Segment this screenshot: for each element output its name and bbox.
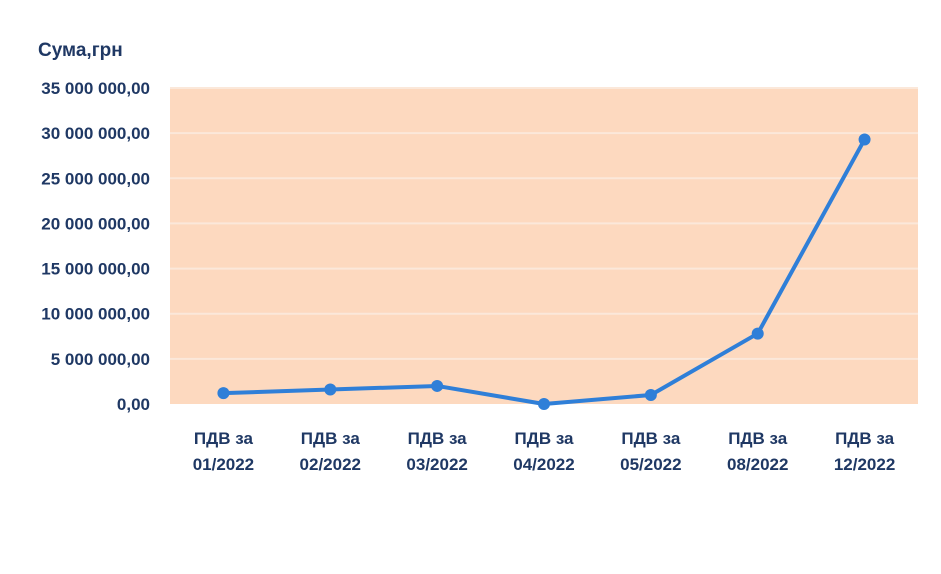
y-tick-label: 35 000 000,00 xyxy=(41,79,150,98)
x-tick-label: ПДВ за 05/2022 xyxy=(620,429,681,474)
y-axis-tick-labels: 0,00 5 000 000,00 10 000 000,00 15 000 000,… xyxy=(41,79,150,414)
data-point xyxy=(324,383,337,396)
data-point xyxy=(217,387,230,400)
x-axis-tick-labels: ПДВ за 01/2022 ПДВ за 02/2022 ПДВ за 03/2022 П… xyxy=(193,429,896,474)
y-tick-label: 10 000 000,00 xyxy=(41,305,150,324)
y-tick-label: 15 000 000,00 xyxy=(41,260,150,279)
data-point xyxy=(751,327,764,340)
plot-area xyxy=(170,88,918,404)
y-tick-label: 20 000 000,00 xyxy=(41,214,150,233)
series-layer xyxy=(217,133,871,410)
x-tick-label: ПДВ за 02/2022 xyxy=(300,429,361,474)
data-point xyxy=(644,388,657,401)
x-tick-label: ПДВ за 04/2022 xyxy=(513,429,574,474)
x-tick-label: ПДВ за 12/2022 xyxy=(834,429,895,474)
y-tick-label: 0,00 xyxy=(117,395,150,414)
data-point xyxy=(858,133,871,146)
x-tick-label: ПДВ за 03/2022 xyxy=(406,429,467,474)
y-tick-label: 30 000 000,00 xyxy=(41,124,150,143)
x-tick-label: ПДВ за 08/2022 xyxy=(727,429,788,474)
y-tick-label: 5 000 000,00 xyxy=(51,350,150,369)
y-tick-label: 25 000 000,00 xyxy=(41,169,150,188)
data-point xyxy=(538,398,550,410)
data-point xyxy=(431,379,444,392)
x-tick-label: ПДВ за 01/2022 xyxy=(193,429,254,474)
y-axis-title: Сума,грн xyxy=(38,40,123,61)
